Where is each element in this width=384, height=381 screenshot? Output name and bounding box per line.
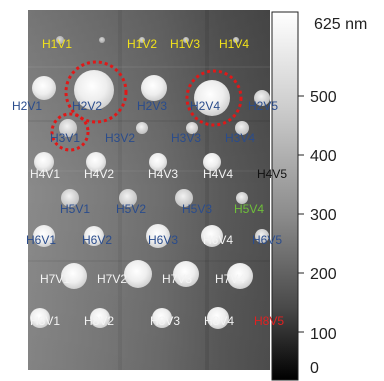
feature-label-h4v2: H4V2 bbox=[84, 167, 115, 181]
colorbar-tick-100: 100 bbox=[310, 326, 337, 343]
colorbar-tick-300: 300 bbox=[310, 207, 337, 224]
feature-label-h6v3: H6V3 bbox=[148, 233, 179, 247]
feature-label-h7v2: H7V2 bbox=[97, 272, 128, 286]
feature-label-h6v4: H6V4 bbox=[203, 233, 234, 247]
highlight-h2v2 bbox=[64, 60, 128, 124]
height-map-background bbox=[28, 10, 270, 370]
feature-label-h7v3: H7V3 bbox=[162, 272, 193, 286]
colorbar-tick-500: 500 bbox=[310, 89, 337, 106]
feature-label-h2v1: H2V1 bbox=[12, 99, 43, 113]
feature-label-h3v2: H3V2 bbox=[105, 131, 136, 145]
colorbar-max-label: 625 nm bbox=[314, 16, 368, 33]
feature-label-h6v5: H6V5 bbox=[252, 233, 283, 247]
feature-label-h7v4: H7V4 bbox=[215, 272, 246, 286]
feature-label-h8v3: H8V3 bbox=[150, 314, 181, 328]
feature-label-h8v2: H8V2 bbox=[84, 314, 115, 328]
feature-label-h3v1: H3V1 bbox=[50, 131, 81, 145]
feature-label-h8v1: H8V1 bbox=[30, 314, 61, 328]
highlight-h3v1 bbox=[50, 112, 90, 152]
feature-label-h4v5: H4V5 bbox=[257, 167, 288, 181]
feature-label-h2v5: H2V5 bbox=[248, 99, 279, 113]
feature-label-h1v1: H1V1 bbox=[42, 37, 73, 51]
feature-label-h4v1: H4V1 bbox=[30, 167, 61, 181]
feature-label-h6v2: H6V2 bbox=[82, 233, 113, 247]
feature-label-h5v3: H5V3 bbox=[182, 202, 213, 216]
colorbar-tick-200: 200 bbox=[310, 266, 337, 283]
colorbar-tick-0: 0 bbox=[310, 360, 319, 377]
feature-label-h1v3: H1V3 bbox=[170, 37, 201, 51]
feature-label-h2v4: H2V4 bbox=[190, 99, 221, 113]
feature-label-h3v4: H3V4 bbox=[225, 131, 256, 145]
highlight-h2v4 bbox=[185, 69, 243, 127]
feature-label-h8v4: H8V4 bbox=[204, 314, 235, 328]
feature-label-h6v1: H6V1 bbox=[26, 233, 57, 247]
feature-label-h1v2: H1V2 bbox=[127, 37, 158, 51]
feature-label-h5v2: H5V2 bbox=[116, 202, 147, 216]
feature-label-h7v1: H7V1 bbox=[40, 272, 71, 286]
feature-label-h3v3: H3V3 bbox=[171, 131, 202, 145]
feature-label-h4v4: H4V4 bbox=[203, 167, 234, 181]
feature-label-h4v3: H4V3 bbox=[148, 167, 179, 181]
feature-label-h5v4: H5V4 bbox=[234, 202, 265, 216]
feature-label-h5v1: H5V1 bbox=[60, 202, 91, 216]
feature-label-h1v4: H1V4 bbox=[219, 37, 250, 51]
colorbar bbox=[271, 11, 304, 381]
colorbar-tick-400: 400 bbox=[310, 148, 337, 165]
feature-label-h2v3: H2V3 bbox=[137, 99, 168, 113]
highlight-circles bbox=[50, 60, 243, 152]
feature-label-h8v5: H8V5 bbox=[254, 314, 285, 328]
feature-dots bbox=[30, 36, 270, 329]
feature-label-h2v2: H2V2 bbox=[72, 99, 103, 113]
